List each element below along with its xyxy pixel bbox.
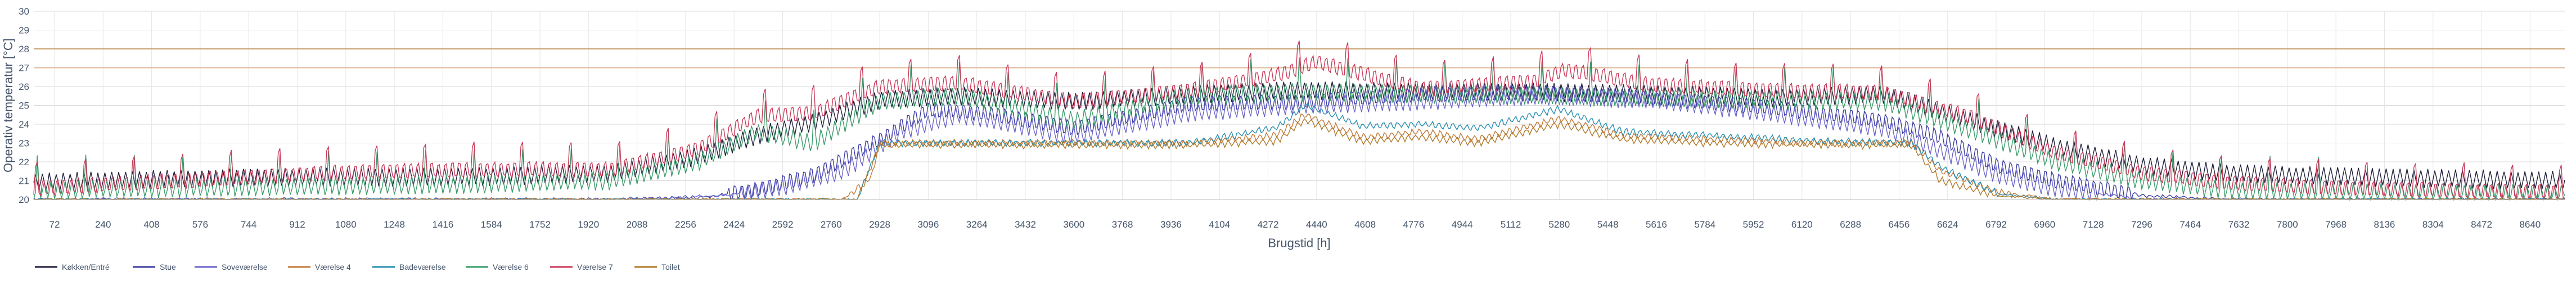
y-tick-label: 22 bbox=[19, 157, 29, 167]
x-tick-label: 912 bbox=[289, 219, 305, 230]
y-tick-label: 26 bbox=[19, 81, 29, 92]
x-tick-label: 744 bbox=[241, 219, 256, 230]
x-tick-label: 4272 bbox=[1258, 219, 1279, 230]
legend-label: Værelse 6 bbox=[493, 262, 529, 271]
y-tick-label: 30 bbox=[19, 6, 29, 17]
axes: 20 21 22 23 24 25 26 27 28 29 30 72 240 408 576 744 912 1… bbox=[19, 6, 2565, 230]
gridlines bbox=[34, 11, 2565, 200]
x-tick-label: 5112 bbox=[1501, 219, 1521, 230]
x-tick-label: 7296 bbox=[2131, 219, 2152, 230]
x-tick-label: 3600 bbox=[1063, 219, 1084, 230]
x-tick-label: 576 bbox=[192, 219, 208, 230]
series-line bbox=[34, 118, 2565, 200]
x-tick-label: 72 bbox=[49, 219, 60, 230]
legend-label: Køkken/Entré bbox=[62, 262, 110, 271]
x-tick-label: 2424 bbox=[723, 219, 745, 230]
x-tick-label: 3096 bbox=[917, 219, 939, 230]
legend: Køkken/Entré Stue Soveværelse Værelse 4 Bade… bbox=[35, 262, 680, 271]
x-tick-label: 1080 bbox=[335, 219, 357, 230]
y-tick-label: 27 bbox=[19, 63, 29, 74]
x-tick-label: 3936 bbox=[1160, 219, 1182, 230]
x-tick-label: 1752 bbox=[529, 219, 551, 230]
x-tick-label: 3264 bbox=[966, 219, 988, 230]
series-line bbox=[33, 81, 2565, 192]
x-tick-label: 1584 bbox=[481, 219, 502, 230]
legend-label: Toilet bbox=[661, 262, 680, 271]
y-tick-label: 21 bbox=[19, 176, 29, 187]
x-tick-label: 7128 bbox=[2083, 219, 2104, 230]
y-axis-title: Operativ temperatur [°C] bbox=[1, 38, 15, 173]
y-tick-label: 20 bbox=[19, 194, 29, 205]
x-tick-label: 4440 bbox=[1306, 219, 1327, 230]
legend-label: Soveværelse bbox=[222, 262, 268, 271]
x-tick-label: 5784 bbox=[1694, 219, 1715, 230]
x-tick-label: 1416 bbox=[432, 219, 453, 230]
x-tick-label: 6288 bbox=[1840, 219, 1861, 230]
y-tick-label: 28 bbox=[19, 44, 29, 55]
x-tick-label: 2592 bbox=[772, 219, 794, 230]
x-tick-label: 2088 bbox=[627, 219, 648, 230]
x-tick-label: 6120 bbox=[1791, 219, 1813, 230]
x-tick-label: 408 bbox=[143, 219, 159, 230]
legend-label: Stue bbox=[160, 262, 176, 271]
x-tick-label: 6960 bbox=[2034, 219, 2055, 230]
x-tick-label: 7632 bbox=[2228, 219, 2250, 230]
x-tick-label: 1248 bbox=[384, 219, 405, 230]
legend-label: Værelse 4 bbox=[315, 262, 351, 271]
x-tick-label: 8472 bbox=[2471, 219, 2492, 230]
x-tick-label: 6624 bbox=[1937, 219, 1958, 230]
x-tick-label: 2256 bbox=[675, 219, 696, 230]
x-axis-title: Brugstid [h] bbox=[1268, 236, 1330, 250]
legend-label: Værelse 7 bbox=[577, 262, 613, 271]
x-tick-label: 5616 bbox=[1646, 219, 1667, 230]
x-tick-label: 5448 bbox=[1597, 219, 1619, 230]
y-tick-label: 29 bbox=[19, 25, 29, 36]
x-tick-label: 6456 bbox=[1889, 219, 1910, 230]
x-tick-label: 5280 bbox=[1548, 219, 1570, 230]
y-tick-label: 25 bbox=[19, 101, 29, 111]
x-tick-label: 4608 bbox=[1354, 219, 1376, 230]
x-tick-label: 7464 bbox=[2179, 219, 2201, 230]
y-tick-label: 24 bbox=[19, 119, 29, 130]
x-tick-label: 8304 bbox=[2422, 219, 2444, 230]
x-tick-label: 6792 bbox=[1985, 219, 2007, 230]
series-lines bbox=[33, 40, 2565, 201]
x-tick-label: 3768 bbox=[1112, 219, 1133, 230]
x-tick-label: 7800 bbox=[2277, 219, 2298, 230]
x-tick-label: 2760 bbox=[821, 219, 842, 230]
y-tick-label: 23 bbox=[19, 138, 29, 149]
x-tick-label: 7968 bbox=[2325, 219, 2347, 230]
x-tick-label: 8136 bbox=[2374, 219, 2395, 230]
x-tick-label: 240 bbox=[95, 219, 111, 230]
series-line bbox=[33, 57, 2565, 201]
x-tick-label: 8640 bbox=[2519, 219, 2541, 230]
x-tick-label: 2928 bbox=[869, 219, 890, 230]
x-tick-label: 3432 bbox=[1015, 219, 1036, 230]
x-tick-label: 4104 bbox=[1209, 219, 1230, 230]
series-line bbox=[33, 40, 2565, 200]
x-tick-label: 4776 bbox=[1403, 219, 1425, 230]
reference-lines bbox=[34, 48, 2565, 69]
x-tick-label: 1920 bbox=[578, 219, 599, 230]
x-tick-label: 4944 bbox=[1452, 219, 1473, 230]
x-tick-label: 5952 bbox=[1743, 219, 1764, 230]
legend-label: Badeværelse bbox=[399, 262, 446, 271]
